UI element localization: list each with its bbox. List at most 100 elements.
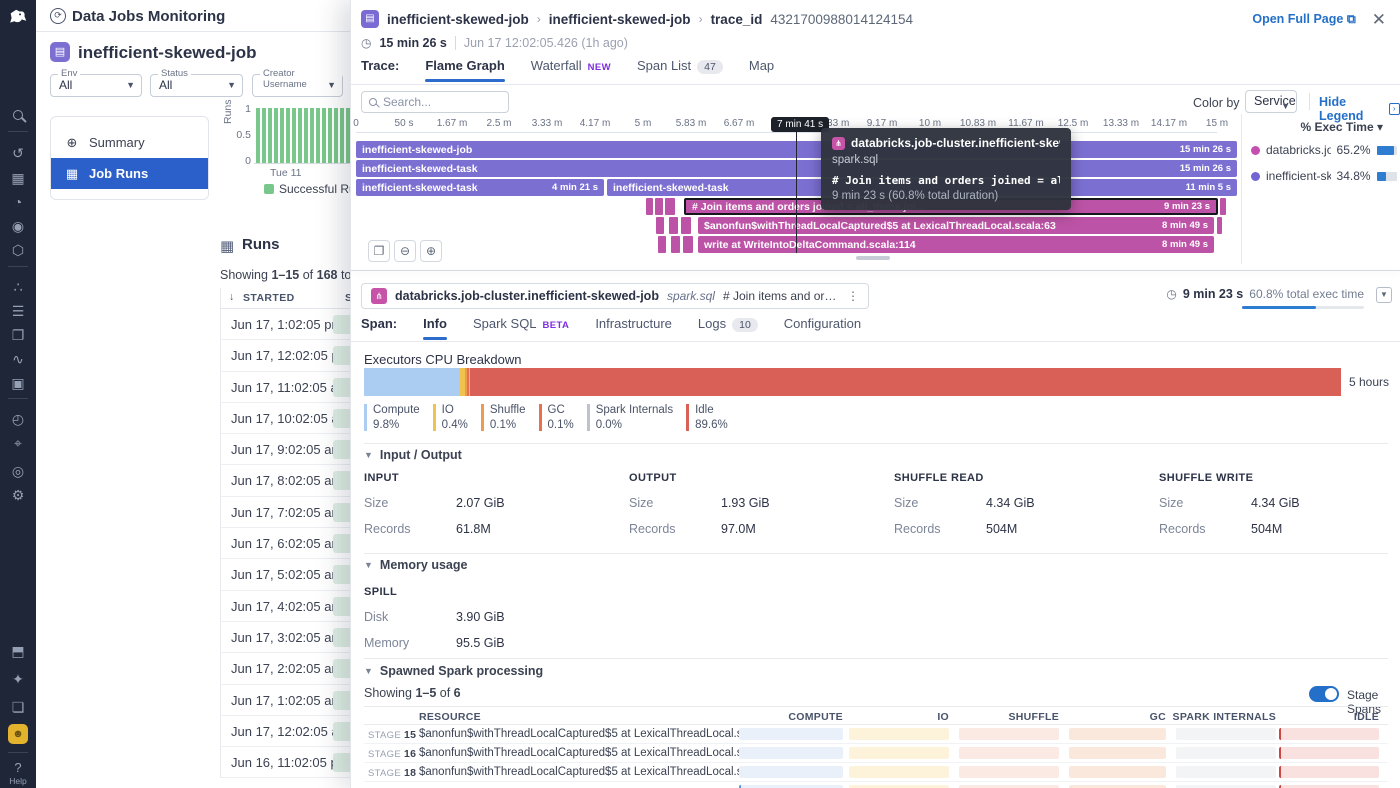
stage-spans-toggle[interactable] [1309, 686, 1339, 702]
tab-waterfall[interactable]: Waterfall NEW [530, 58, 611, 73]
job-nav-card: ⊕ Summary ▦ Job Runs [50, 116, 209, 200]
breadcrumb-run[interactable]: inefficient-skewed-job [548, 11, 691, 27]
new-badge: NEW [587, 62, 611, 73]
legend-item-databricks[interactable]: databricks.job-... 65.2% [1251, 143, 1397, 157]
settings-icon[interactable]: ⚙ [11, 486, 25, 503]
recent-icon[interactable]: ↺ [12, 144, 24, 161]
section-spawned-spark[interactable]: ▼ Spawned Spark processing [364, 664, 544, 678]
env-filter[interactable]: Env All ▼ [50, 68, 142, 97]
close-icon[interactable]: ✕ [1371, 10, 1386, 29]
globe-icon: ⊕ [66, 134, 78, 150]
flame-search[interactable] [361, 91, 509, 113]
ci-icon[interactable]: ❐ [11, 326, 25, 343]
rail-divider [8, 266, 28, 267]
stage-row-partial[interactable] [364, 782, 1388, 788]
divider [454, 36, 456, 50]
tab-span-list[interactable]: Span List 47 [637, 58, 723, 82]
sort-desc-icon[interactable]: ↓ [229, 291, 235, 303]
breadcrumb-job[interactable]: inefficient-skewed-job [387, 11, 529, 27]
open-full-page-link[interactable]: Open Full Page ⧉ [1252, 12, 1356, 26]
data-jobs-icon[interactable]: ⌖ [14, 434, 22, 451]
search-icon[interactable] [0, 104, 36, 126]
datadog-logo-icon[interactable] [7, 7, 29, 29]
cpu-legend-compute: Compute 9.8% [364, 404, 420, 431]
tooltip-operation: # Join items and orders joined = all_ite… [832, 174, 1060, 187]
dashboards-icon[interactable]: ▦ [11, 169, 25, 186]
integrations-icon[interactable]: ⬒ [11, 642, 25, 659]
io-group-input: INPUT Size 2.07 GiB Records 61.8M [364, 472, 505, 536]
selected-span-chip[interactable]: ⋔ databricks.job-cluster.inefficient-ske… [361, 283, 869, 309]
security-icon[interactable]: ▣ [11, 374, 25, 391]
workflows-icon[interactable]: ❏ [11, 698, 25, 715]
tab-info[interactable]: Info [423, 316, 447, 340]
tab-map[interactable]: Map [748, 58, 775, 73]
service-map-icon[interactable]: ∿ [12, 350, 24, 367]
search-input[interactable] [383, 95, 493, 109]
zoom-in-button[interactable]: ⊕ [420, 240, 442, 262]
started-column-header[interactable]: STARTED [243, 292, 295, 304]
rail-divider [8, 398, 28, 399]
section-memory-usage[interactable]: ▼ Memory usage [364, 558, 468, 572]
tab-flame-graph[interactable]: Flame Graph [425, 58, 506, 82]
flame-span-fragment[interactable] [1217, 217, 1222, 234]
tab-spark-sql[interactable]: Spark SQL BETA [472, 316, 570, 331]
flame-span-fragment[interactable] [646, 198, 653, 215]
axis-tick: 10.83 m [959, 118, 997, 129]
search-icon [369, 98, 377, 106]
axis-tick: 2.5 m [486, 118, 512, 129]
stage-row[interactable]: STAGE 18 $anonfun$withThreadLocalCaptured… [364, 763, 1388, 782]
legend-label[interactable]: Successful Runs [279, 182, 369, 196]
llm-observability-icon[interactable]: ◎ [11, 462, 25, 479]
axis-tick: 6.67 m [723, 118, 755, 129]
section-input-output[interactable]: ▼ Input / Output [364, 448, 462, 462]
tab-configuration[interactable]: Configuration [783, 316, 862, 331]
avatar[interactable]: ☻ [8, 724, 28, 744]
axis-tick: 14.17 m [1150, 118, 1188, 129]
flame-span-fragment[interactable] [658, 236, 666, 253]
expand-panel-icon[interactable]: ▼ [1376, 287, 1392, 303]
span-tabs: Span: Info Spark SQL BETA Infrastructure … [361, 316, 861, 340]
flame-span-task[interactable]: inefficient-skewed-task 4 min 21 s [356, 179, 604, 196]
flame-span-anonfun[interactable]: $anonfun$withThreadLocalCaptured$5 at Le… [698, 217, 1214, 234]
help-button[interactable]: ? Help [0, 760, 36, 786]
flame-span-fragment[interactable] [1220, 198, 1226, 215]
nav-item-summary[interactable]: ⊕ Summary [51, 127, 208, 158]
flame-span-fragment[interactable] [655, 198, 663, 215]
color-by-select[interactable]: Service ▼ [1245, 90, 1297, 113]
flame-span-fragment[interactable] [656, 217, 664, 234]
logs-icon[interactable]: ☰ [11, 302, 25, 319]
metrics-icon[interactable]: ◔ [13, 194, 23, 210]
reset-view-button[interactable]: ❐ [368, 240, 390, 262]
hide-legend-button[interactable]: Hide Legend › [1319, 95, 1400, 123]
infrastructure-icon[interactable]: ⬡ [11, 241, 25, 258]
status-filter-label: Status [158, 68, 191, 79]
assistant-icon[interactable]: ✦ [12, 670, 24, 687]
zoom-out-button[interactable]: ⊖ [394, 240, 416, 262]
performance-icon[interactable]: ◴ [11, 410, 25, 427]
flame-span-fragment[interactable] [671, 236, 680, 253]
tab-logs[interactable]: Logs 10 [698, 316, 758, 340]
stage-row[interactable]: STAGE 15 $anonfun$withThreadLocalCaptured… [364, 725, 1388, 744]
stage-row[interactable]: STAGE 16 $anonfun$withThreadLocalCaptured… [364, 744, 1388, 763]
more-menu-icon[interactable]: ⋮ [847, 289, 859, 303]
axis-tick: 3.33 m [531, 118, 563, 129]
stage-table: STAGE 15 $anonfun$withThreadLocalCaptured… [364, 725, 1388, 788]
status-filter[interactable]: Status All ▼ [150, 68, 243, 97]
nav-item-job-runs[interactable]: ▦ Job Runs [51, 158, 208, 189]
tab-infrastructure[interactable]: Infrastructure [595, 316, 672, 331]
flame-span-fragment[interactable] [665, 198, 675, 215]
horizontal-scrollbar[interactable] [856, 256, 890, 260]
flame-span-write[interactable]: write at WriteIntoDeltaCommand.scala:114… [698, 236, 1214, 253]
apm-icon[interactable]: ∴ [13, 278, 23, 295]
flame-span-fragment[interactable] [683, 236, 693, 253]
flame-span-fragment[interactable] [681, 217, 691, 234]
flame-span-fragment[interactable] [669, 217, 678, 234]
cpu-breakdown-bar [364, 368, 1341, 396]
watchdog-icon[interactable]: ◉ [11, 217, 25, 234]
axis-tick: 13.33 m [1102, 118, 1140, 129]
cpu-legend-shuffle: Shuffle 0.1% [480, 404, 526, 431]
legend-header[interactable]: % Exec Time ▾ [1300, 120, 1383, 134]
legend-item-inefficient[interactable]: inefficient-ske... 34.8% [1251, 169, 1397, 183]
creator-username-filter[interactable]: Creator Username All ▼ [252, 68, 343, 97]
